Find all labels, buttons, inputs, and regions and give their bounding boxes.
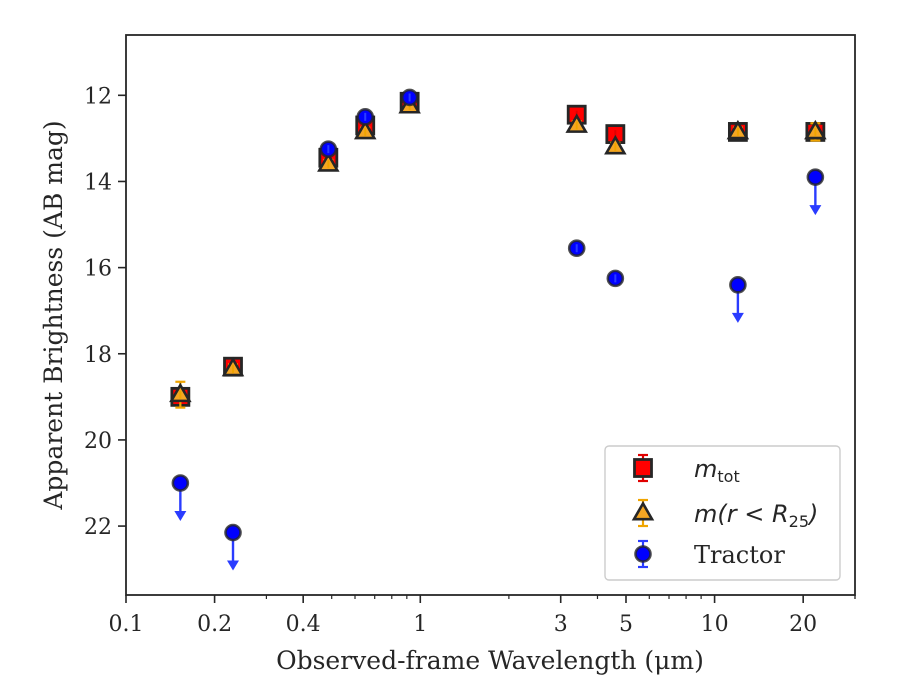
legend-label-subscript: tot	[717, 467, 739, 486]
data-point	[565, 113, 588, 133]
data-point	[221, 356, 245, 377]
upper-limit-arrowhead	[227, 560, 240, 571]
legend-label-main: m	[694, 455, 717, 483]
legend-entry: mtot	[633, 453, 740, 486]
circle-marker	[806, 168, 825, 186]
data-point	[319, 140, 338, 158]
y-tick-label: 16	[84, 257, 112, 282]
legend-label-suffix: )	[807, 500, 818, 528]
legend-label: mtot	[694, 455, 740, 486]
series-tractor	[171, 88, 825, 571]
circle-marker	[634, 545, 652, 563]
y-axis: 12 14 16 18 20 22	[84, 84, 126, 540]
legend-label: m(r < R25)	[694, 500, 818, 531]
data-point	[171, 474, 190, 521]
data-point	[606, 269, 625, 288]
data-point	[169, 380, 192, 409]
legend-box	[604, 445, 841, 581]
legend-entry: Tractor	[634, 539, 785, 569]
y-tick-label: 22	[84, 515, 112, 540]
upper-limit-arrowhead	[809, 205, 822, 216]
legend-label: Tractor	[694, 541, 785, 569]
upper-limit-arrowhead	[174, 511, 187, 521]
plot-frame	[125, 34, 856, 596]
data-point	[726, 119, 750, 140]
data-point	[356, 108, 375, 126]
legend-label-main: m(r < R	[694, 500, 789, 528]
x-tick-label: 20	[789, 612, 817, 637]
y-tick-label: 12	[84, 84, 112, 109]
data-point	[224, 523, 242, 571]
upper-limit-arrowhead	[731, 312, 744, 323]
data-point	[353, 119, 377, 140]
legend-label-main: Tractor	[694, 541, 785, 569]
x-tick-label: 0.1	[109, 612, 144, 637]
circle-marker	[224, 523, 242, 542]
x-tick-label: 3	[554, 612, 568, 637]
y-tick-label: 14	[84, 170, 112, 195]
x-tick-label: 5	[619, 612, 633, 637]
data-point	[806, 168, 825, 216]
data-point	[604, 134, 627, 155]
x-tick-label: 0.2	[197, 612, 232, 637]
x-axis: 0.1 0.2 0.4 1 3 5 10 20	[109, 595, 856, 637]
legend-entry: m(r < R25)	[631, 498, 818, 531]
x-tick-label: 10	[701, 612, 729, 637]
x-axis-label: Observed-frame Wavelength (μm)	[276, 646, 704, 675]
plot-marks	[169, 88, 827, 571]
x-tick-label: 1	[413, 612, 427, 637]
legend: mtot m(r < R25) Tractor	[604, 445, 841, 581]
circle-marker	[729, 276, 747, 294]
square-marker	[633, 458, 653, 478]
x-tick-label: 0.4	[286, 612, 321, 637]
y-tick-label: 18	[84, 343, 112, 368]
data-point	[729, 276, 747, 323]
data-point	[317, 152, 340, 172]
data-point	[804, 119, 827, 142]
y-axis-label: Apparent Brightness (AB mag)	[39, 120, 68, 510]
data-point	[400, 88, 419, 107]
data-point	[567, 239, 586, 258]
triangle-marker	[631, 500, 655, 521]
circle-marker	[171, 474, 190, 492]
legend-label-subscript: 25	[789, 512, 809, 531]
y-tick-label: 20	[84, 429, 112, 454]
